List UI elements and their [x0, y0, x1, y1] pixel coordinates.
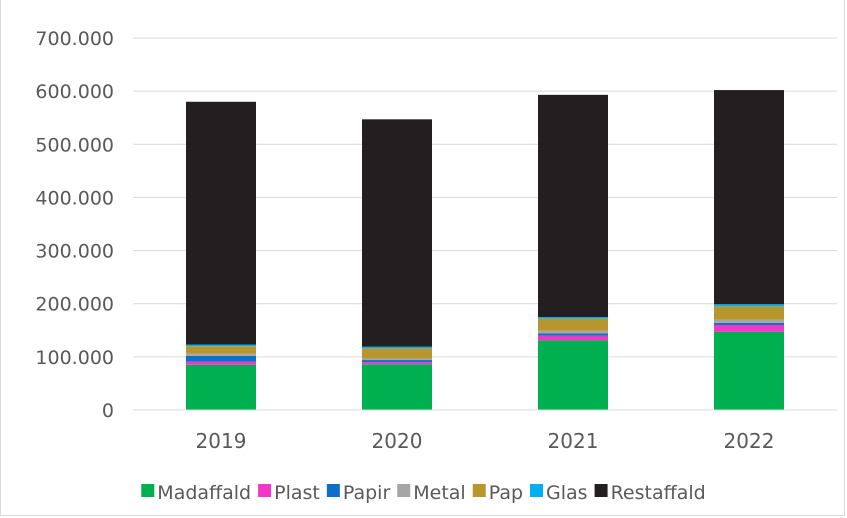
- bar-metal-2020: [362, 358, 432, 361]
- bar-plast-2019: [186, 361, 256, 365]
- bar-plast-2020: [362, 362, 432, 365]
- legend-item-metal: Metal: [397, 482, 466, 504]
- legend-item-restaffald: Restaffald: [594, 482, 706, 504]
- x-axis-tick-labels: 2019 2020 2021 2022: [196, 429, 775, 453]
- legend-item-papir: Papir: [326, 482, 391, 504]
- bar-restaffald-2020: [362, 119, 432, 347]
- bar-madaffald-2021: [538, 340, 608, 410]
- legend-label: Restaffald: [611, 482, 706, 504]
- x-tick-label: 2022: [724, 429, 775, 453]
- legend-swatch: [594, 484, 608, 497]
- legend-label: Papir: [343, 482, 391, 504]
- bar-papir-2019: [186, 355, 256, 362]
- legend-label: Glas: [546, 482, 588, 504]
- y-tick-label: 100.000: [35, 347, 114, 369]
- legend-label: Pap: [489, 482, 523, 504]
- y-tick-label: 600.000: [35, 81, 114, 103]
- y-tick-label: 500.000: [35, 134, 114, 156]
- bar-pap-2020: [362, 348, 432, 359]
- x-tick-label: 2020: [372, 429, 423, 453]
- legend-label: Madaffald: [157, 482, 251, 504]
- bar-metal-2019: [186, 353, 256, 356]
- x-tick-label: 2021: [548, 429, 599, 453]
- bar-metal-2022: [714, 319, 784, 323]
- y-tick-label: 400.000: [35, 187, 114, 209]
- bar-metal-2021: [538, 330, 608, 334]
- legend-swatch: [397, 484, 411, 497]
- legend: Madaffald Plast Papir Metal Pap Glas Restaffal…: [141, 482, 706, 504]
- bar-plast-2021: [538, 335, 608, 341]
- bar-pap-2019: [186, 346, 256, 354]
- bar-madaffald-2020: [362, 364, 432, 410]
- bar-madaffald-2022: [714, 331, 784, 410]
- bar-madaffald-2019: [186, 364, 256, 410]
- bar-papir-2022: [714, 322, 784, 325]
- bar-glas-2019: [186, 344, 256, 347]
- legend-item-plast: Plast: [258, 482, 320, 504]
- bar-plast-2022: [714, 324, 784, 332]
- legend-swatch: [326, 484, 340, 497]
- legend-swatch: [472, 484, 486, 497]
- legend-item-madaffald: Madaffald: [141, 482, 251, 504]
- legend-label: Plast: [274, 482, 320, 504]
- bar-pap-2021: [538, 318, 608, 331]
- bar-restaffald-2022: [714, 90, 784, 305]
- bar-glas-2021: [538, 317, 608, 319]
- bar-restaffald-2021: [538, 94, 608, 317]
- bar-papir-2021: [538, 333, 608, 336]
- x-tick-label: 2019: [196, 429, 247, 453]
- bars: [186, 90, 784, 410]
- bar-glas-2022: [714, 304, 784, 307]
- bar-restaffald-2019: [186, 101, 256, 345]
- y-tick-label: 200.000: [35, 294, 114, 316]
- legend-item-pap: Pap: [472, 482, 523, 504]
- legend-swatch: [258, 484, 272, 497]
- y-tick-label: 700.000: [35, 28, 114, 50]
- legend-item-glas: Glas: [530, 482, 588, 504]
- bar-papir-2020: [362, 360, 432, 363]
- legend-swatch: [141, 484, 155, 497]
- legend-label: Metal: [413, 482, 465, 504]
- y-tick-label: 0: [102, 400, 114, 422]
- y-axis-tick-labels: 0 100.000 200.000 300.000 400.000 500.000 600.…: [35, 28, 114, 422]
- y-tick-label: 300.000: [35, 241, 114, 263]
- bar-glas-2020: [362, 346, 432, 349]
- legend-swatch: [530, 484, 544, 497]
- bar-pap-2022: [714, 306, 784, 320]
